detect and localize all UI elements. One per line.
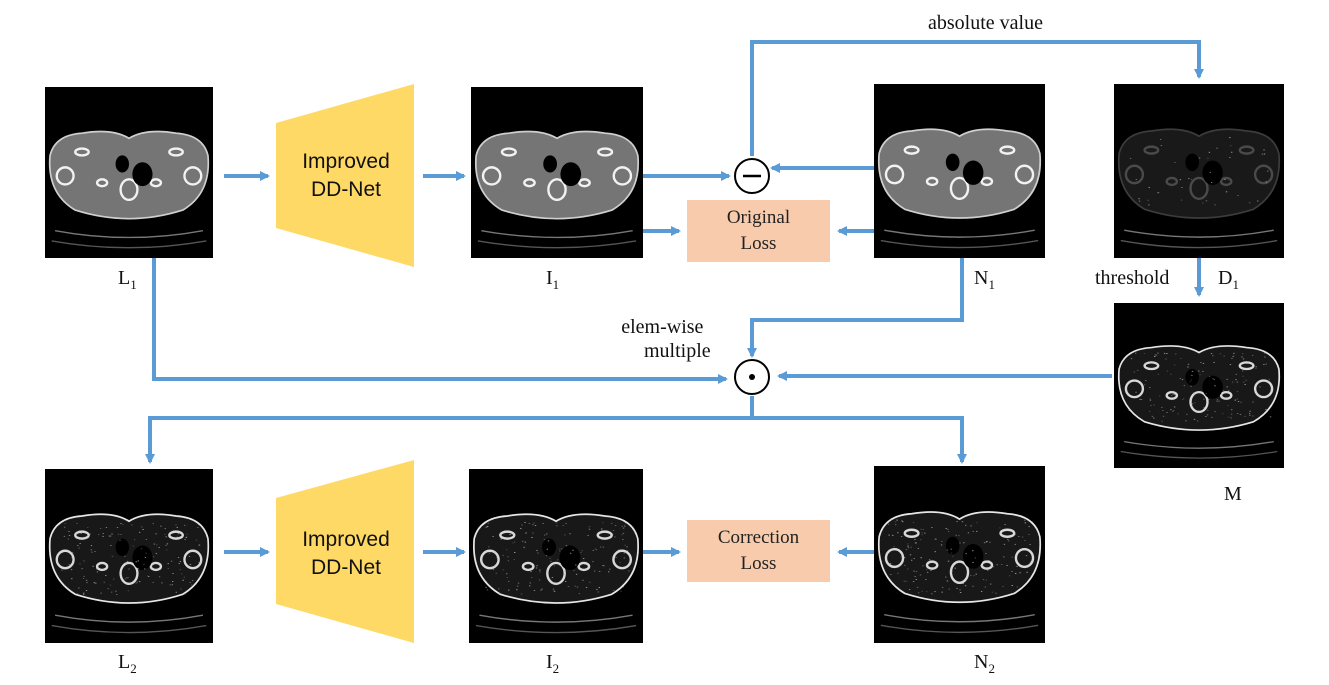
label-D1: D1 <box>1218 267 1239 292</box>
arrow-L1-to-multiply <box>152 258 728 384</box>
arrow-N1-to-multiply <box>747 258 964 358</box>
elem-wise-annotation: elem-wise multiple <box>614 315 711 363</box>
ct-slice-N1 <box>877 128 1042 249</box>
network-line1: Improved <box>302 528 390 551</box>
ct-image-N1 <box>874 84 1045 258</box>
arrow-subtract-absolute-to-D1 <box>750 40 1204 156</box>
correction-loss-line2: Loss <box>740 553 777 574</box>
network-line2: DD-Net <box>310 178 381 201</box>
network-line2: DD-Net <box>310 556 381 579</box>
ct-slice-I1 <box>474 130 640 249</box>
ct-image-N2 <box>874 466 1045 643</box>
absolute-value-annotation: absolute value <box>928 12 1043 34</box>
network-label-top: Improved DD-Net <box>282 148 410 204</box>
label-L2: L2 <box>118 651 137 676</box>
label-M: M <box>1224 483 1242 505</box>
arrow-multiply-to-N2 <box>752 416 967 464</box>
improved-ddnet-block-bottom <box>276 460 414 643</box>
network-label-bottom: Improved DD-Net <box>282 526 410 582</box>
ct-slice-N2 <box>877 511 1042 634</box>
improved-ddnet-block-top <box>276 84 414 267</box>
ct-image-L2 <box>45 469 213 643</box>
ct-image-I2 <box>469 469 643 643</box>
correction-loss-box: Correction Loss <box>687 520 830 582</box>
ct-slice-I2 <box>472 513 640 634</box>
correction-loss-line1: Correction <box>717 527 800 548</box>
original-loss-box: Original Loss <box>687 200 830 262</box>
ct-slice-M <box>1117 345 1281 459</box>
label-N1: N1 <box>974 267 995 292</box>
label-I1: I1 <box>546 267 560 292</box>
label-N2: N2 <box>974 651 995 676</box>
arrow-multiply-to-L2 <box>145 396 754 464</box>
ct-image-D1 <box>1114 84 1284 258</box>
network-line1: Improved <box>302 150 390 173</box>
threshold-annotation: threshold <box>1095 267 1170 289</box>
ct-image-M <box>1114 303 1284 468</box>
original-loss-line2: Loss <box>740 233 777 254</box>
original-loss-line1: Original <box>726 207 791 228</box>
elem-wise-line1: elem-wise <box>621 316 704 338</box>
label-I2: I2 <box>546 651 560 676</box>
ct-slice-D1 <box>1117 128 1281 249</box>
ct-slice-L2 <box>48 513 210 634</box>
ct-image-I1 <box>471 87 643 258</box>
multiply-symbol <box>749 374 755 380</box>
ct-image-L1 <box>45 87 213 258</box>
ct-slice-L1 <box>48 130 210 249</box>
elem-wise-line2: multiple <box>644 340 711 362</box>
label-L1: L1 <box>118 267 137 292</box>
